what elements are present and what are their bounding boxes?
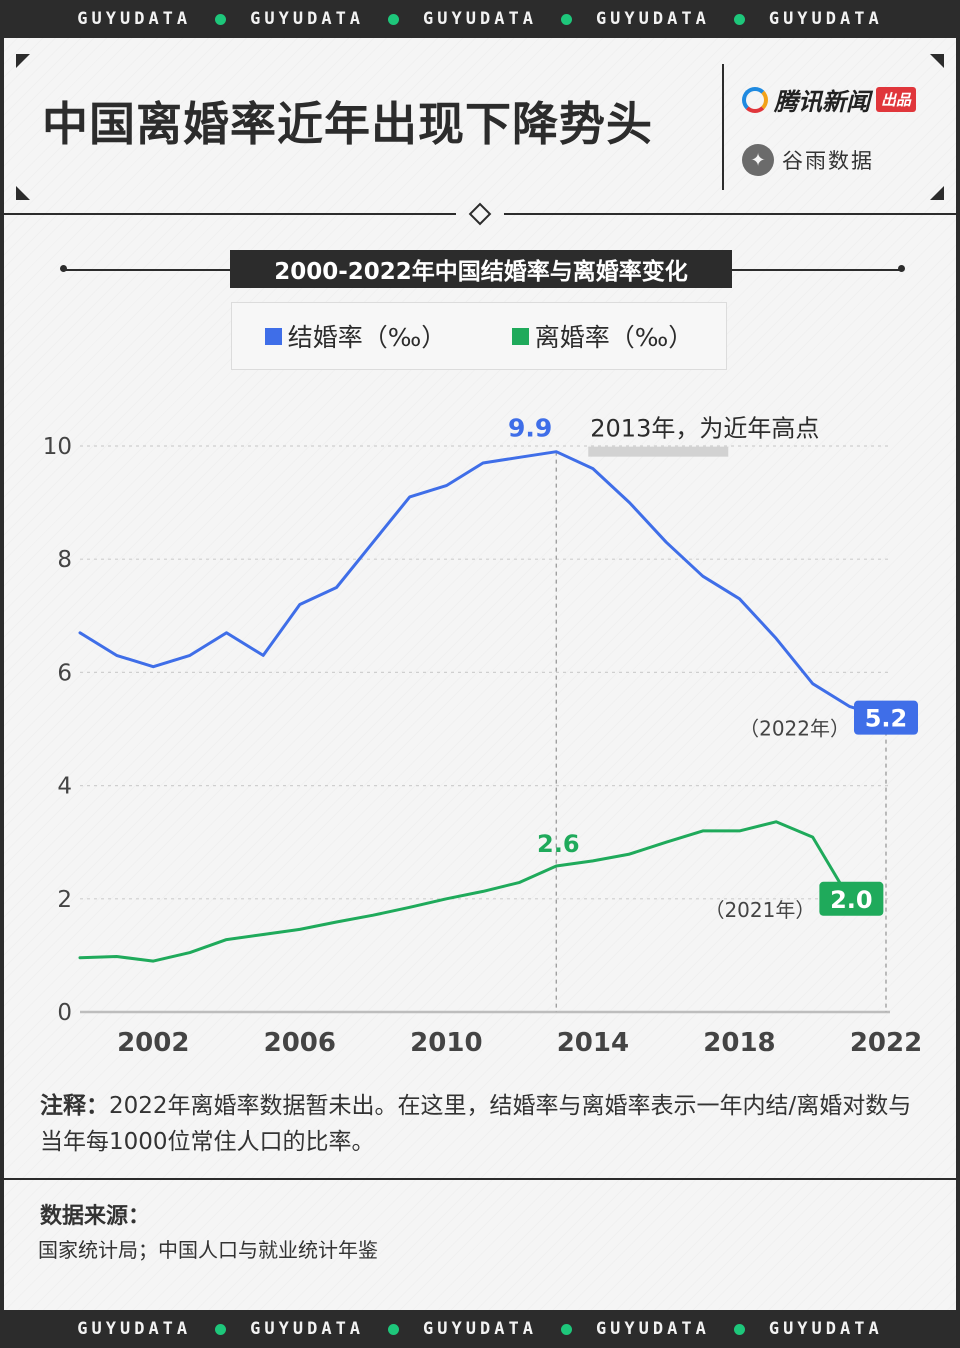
produced-badge: 出品: [876, 87, 917, 112]
band-brand-text: GUYUDATA: [77, 9, 192, 29]
infographic-card: 中国离婚率近年出现下降势头 腾讯新闻 出品 ✦ 谷雨数据 2000-2022年中…: [4, 38, 956, 1310]
corner-mark-top-left: [16, 54, 30, 68]
chart-note: 注释：2022年离婚率数据暂未出。在这里，结婚率与离婚率表示一年内结/离婚对数与…: [40, 1088, 920, 1160]
band-dot: [733, 1323, 745, 1335]
band-brand-text: GUYUDATA: [250, 9, 365, 29]
y-tick-label: 2: [57, 887, 72, 913]
rule-end-dot-left: [60, 265, 67, 272]
bird-icon: ✦: [742, 144, 774, 176]
guyu-data-text: 谷雨数据: [782, 149, 874, 173]
divorce-mid-value: 2.6: [537, 830, 580, 858]
bottom-brand-band: GUYUDATA GUYUDATA GUYUDATA GUYUDATA GUYUDATA: [0, 1310, 960, 1348]
legend-label-divorce: 离婚率（‰）: [534, 323, 694, 352]
band-dot: [388, 13, 400, 25]
marriage-end-year: （2022年）: [739, 717, 850, 741]
band-dot: [388, 1323, 400, 1335]
section-divider-right: [504, 213, 956, 215]
y-tick-label: 8: [57, 547, 72, 573]
legend-swatch-marriage: [264, 327, 282, 345]
line-chart: 0 2 4 6 8 10 2002 2006 2010 2014 2018 2022 9.9 2013年，…: [43, 414, 922, 1058]
band-brand-text: GUYUDATA: [250, 1319, 365, 1339]
tencent-news-icon: [742, 86, 768, 113]
source-text: 国家统计局；中国人口与就业统计年鉴: [38, 1238, 378, 1262]
header-divider: [722, 64, 724, 190]
x-tick-label: 2002: [117, 1028, 189, 1058]
guyu-data-logo: ✦ 谷雨数据: [742, 144, 874, 176]
peak-value-label: 9.9: [508, 414, 552, 443]
peak-highlight: [588, 446, 729, 457]
band-brand-text: GUYUDATA: [423, 1319, 537, 1339]
chart-legend: 结婚率（‰） 离婚率（‰）: [231, 302, 727, 370]
band-brand-text: GUYUDATA: [595, 1319, 710, 1339]
tencent-news-logo: 腾讯新闻 出品: [742, 82, 917, 117]
legend-swatch-divorce: [511, 327, 529, 345]
legend-item-divorce: 离婚率（‰）: [511, 318, 694, 354]
band-brand-text: GUYUDATA: [595, 9, 710, 29]
tencent-news-text: 腾讯新闻: [774, 88, 870, 116]
divorce-end-value: 2.0: [830, 886, 873, 914]
legend-item-marriage: 结婚率（‰）: [264, 318, 447, 354]
x-tick-label: 2022: [850, 1028, 922, 1058]
band-brand-text: GUYUDATA: [423, 9, 537, 29]
chart-title: 2000-2022年中国结婚率与离婚率变化: [230, 250, 732, 288]
rule-end-dot-right: [898, 265, 905, 272]
divorce-end-year: （2021年）: [704, 898, 815, 922]
peak-annotation: 2013年，为近年高点: [590, 415, 819, 443]
divorce-end-badge: [819, 881, 884, 916]
legend-label-marriage: 结婚率（‰）: [287, 323, 447, 352]
x-tick-label: 2014: [557, 1028, 629, 1058]
source-divider: [4, 1178, 956, 1180]
band-brand-text: GUYUDATA: [768, 1319, 883, 1339]
band-dot: [733, 13, 745, 25]
x-tick-label: 2006: [264, 1028, 336, 1058]
x-tick-label: 2018: [703, 1028, 775, 1058]
corner-mark-bottom-left: [16, 186, 30, 200]
y-tick-label: 4: [57, 774, 72, 800]
band-dot: [560, 13, 572, 25]
marriage-rate-line: [78, 450, 888, 720]
y-tick-label: 6: [57, 660, 72, 686]
band-brand-text: GUYUDATA: [768, 9, 883, 29]
source-title: 数据来源：: [40, 1204, 151, 1229]
divorce-rate-line: [78, 820, 851, 963]
marriage-end-badge: [854, 700, 918, 735]
band-dot: [560, 1323, 572, 1335]
section-divider-left: [4, 213, 456, 215]
corner-mark-bottom-right: [930, 186, 944, 200]
note-label: 注释：: [40, 1093, 109, 1119]
corner-mark-top-right: [930, 54, 944, 68]
y-tick-label: 0: [57, 1000, 72, 1026]
y-tick-label: 10: [43, 434, 72, 460]
x-tick-label: 2010: [410, 1028, 482, 1058]
top-brand-band: GUYUDATA GUYUDATA GUYUDATA GUYUDATA GUYUDATA: [0, 0, 960, 38]
page-title: 中国离婚率近年出现下降势头: [42, 97, 653, 151]
band-dot: [215, 1323, 227, 1335]
band-brand-text: GUYUDATA: [77, 1319, 192, 1339]
band-dot: [215, 13, 227, 25]
note-text: 2022年离婚率数据暂未出。在这里，结婚率与离婚率表示一年内结/离婚对数与当年每…: [40, 1093, 912, 1155]
marriage-end-value: 5.2: [865, 705, 908, 733]
